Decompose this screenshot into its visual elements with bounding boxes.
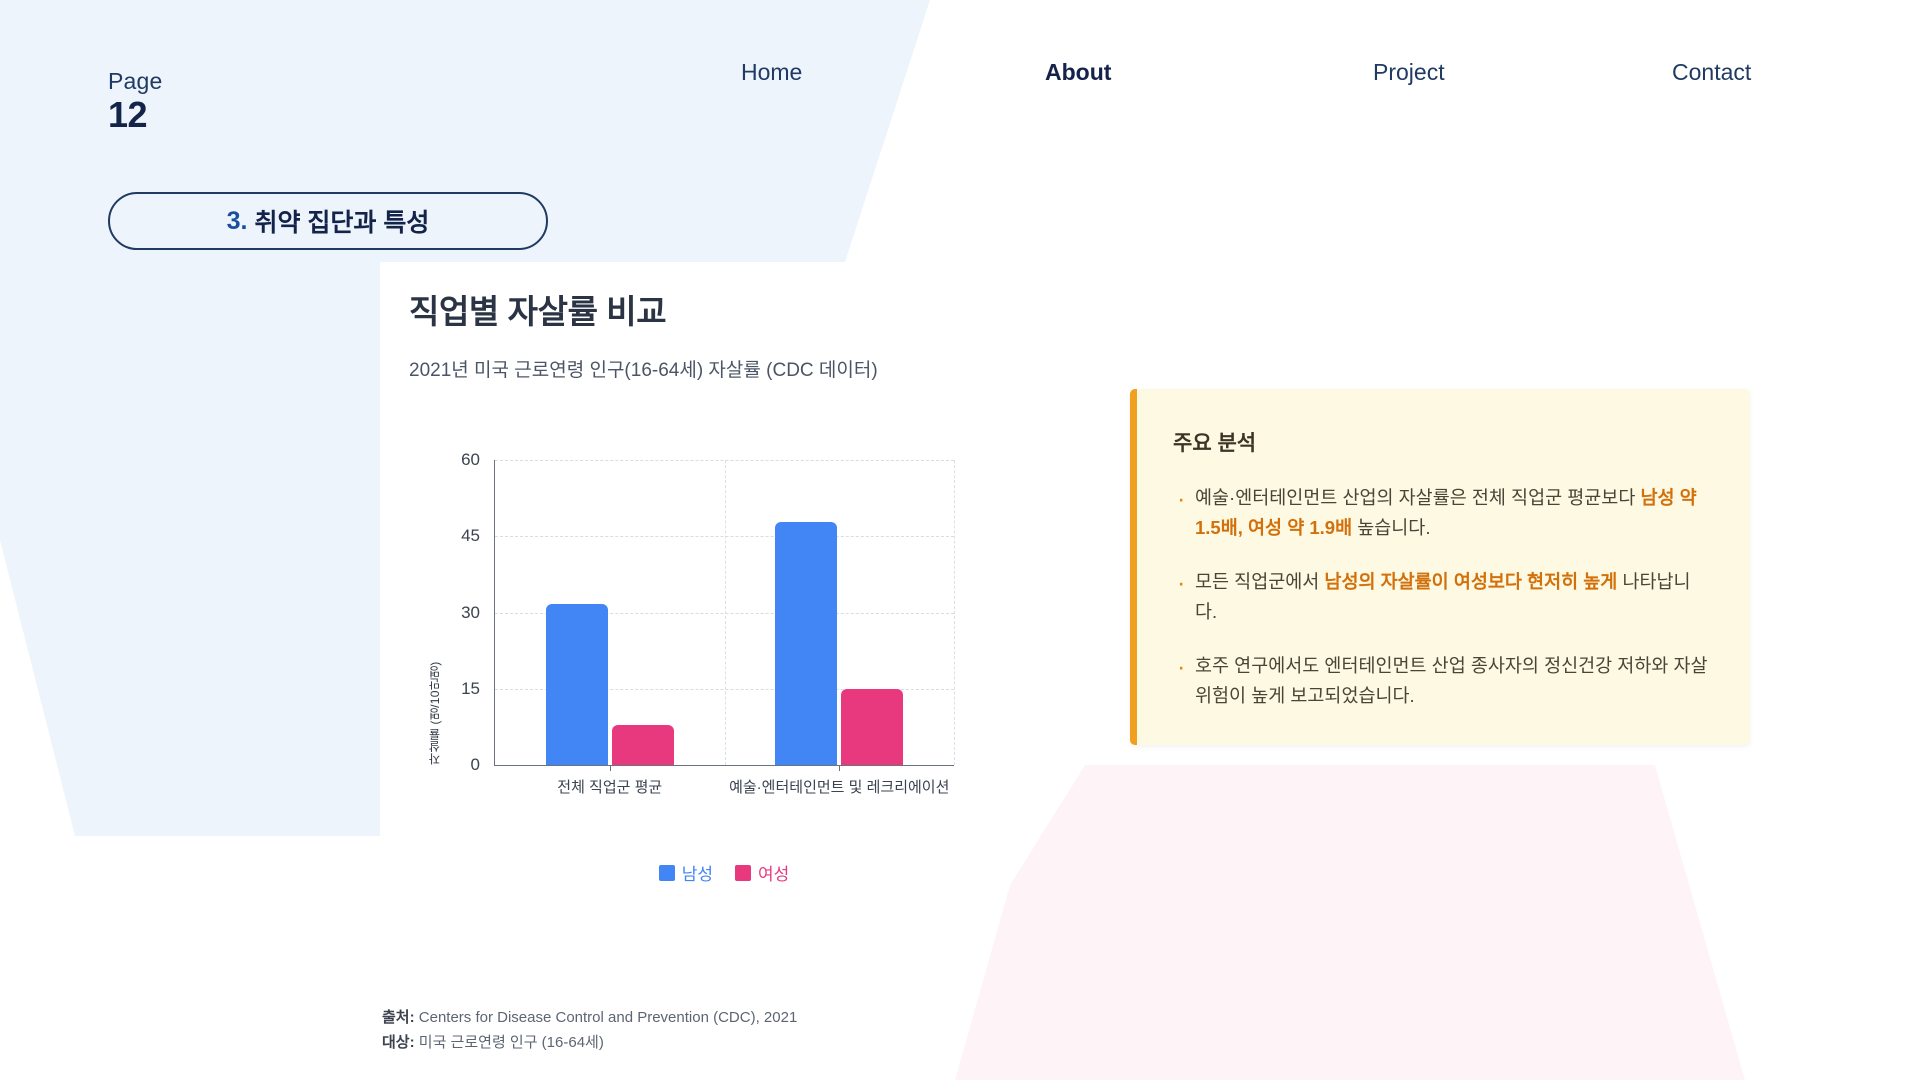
analysis-bullet: 모든 직업군에서 남성의 자살률이 여성보다 현저히 높게 나타납니다. [1173, 563, 1710, 627]
nav-item-contact[interactable]: Contact [1672, 58, 1752, 85]
x-tick [839, 765, 841, 771]
page-number: 12 [108, 94, 148, 136]
legend-label: 남성 [681, 865, 713, 884]
x-axis-label: 예술·엔터테인먼트 및 레크리에이션 [729, 779, 950, 796]
source-label: 출처: [382, 1009, 415, 1026]
legend-swatch-icon [735, 864, 751, 881]
legend-item-남성[interactable]: 남성 [658, 860, 713, 885]
page-indicator: Page 12 [108, 68, 163, 136]
legend-swatch-icon [658, 864, 675, 881]
chart-title: 직업별 자살률 비교 [409, 293, 667, 330]
section-badge: 3. 취약 집단과 특성 [108, 192, 548, 250]
y-tick-label: 15 [461, 678, 480, 698]
legend-item-여성[interactable]: 여성 [735, 860, 789, 885]
analysis-panel: 주요 분석 예술·엔터테인먼트 산업의 자살률은 전체 직업군 평균보다 남성 … [1130, 389, 1750, 745]
chart-section: 직업별 자살률 비교 2021년 미국 근로연령 인구(16-64세) 자살률 … [382, 285, 955, 1051]
y-tick-label: 30 [461, 602, 480, 622]
chart-subtitle: 2021년 미국 근로연령 인구(16-64세) 자살률 (CDC 데이터) [409, 360, 878, 381]
analysis-panel-title: 주요 분석 [1173, 432, 1257, 455]
y-axis-line [494, 460, 495, 765]
bullet-text: 모든 직업군에서 [1195, 570, 1325, 592]
plot-area [495, 460, 955, 765]
highlighted-text: 남성 약 1.5배, 여성 약 1.9배 [1195, 487, 1697, 538]
page-label: Page [108, 68, 163, 94]
source-value: Centers for Disease Control and Preventi… [418, 1009, 798, 1026]
nav-item-project[interactable]: Project [1373, 58, 1445, 85]
section-badge-number: 3. [226, 206, 248, 235]
bar-남성-전체 직업군 평균[interactable] [545, 603, 608, 765]
target-value: 미국 근로연령 인구 (16-64세) [418, 1033, 604, 1051]
analysis-bullet: 호주 연구에서도 엔터테인먼트 산업 종사자의 정신건강 저하와 자살 위험이 … [1173, 647, 1710, 711]
x-axis-label: 전체 직업군 평균 [557, 779, 663, 796]
bar-남성-예술·엔터테인먼트 및 레크리에이션[interactable] [775, 522, 838, 765]
chart-legend: 남성 여성 [494, 860, 954, 885]
nav-item-about[interactable]: About [1045, 58, 1112, 85]
highlighted-text: 남성의 자살률이 여성보다 현저히 높게 [1324, 570, 1618, 592]
x-axis-line [494, 765, 954, 766]
background-shape-pink [955, 765, 1745, 1080]
analysis-bullet: 예술·엔터테인먼트 산업의 자살률은 전체 직업군 평균보다 남성 약 1.5배… [1173, 479, 1710, 543]
bullet-text: 나타납니다. [1195, 570, 1691, 622]
legend-label: 여성 [758, 865, 790, 884]
vertical-gridline [954, 460, 955, 765]
bar-chart: 자살률 (명/10만명) 0 15 30 45 60 전체 직업군 평균 예술·엔터테인먼… [382, 450, 1024, 1051]
y-tick-label: 0 [470, 755, 480, 774]
bullet-text: 높습니다. [1352, 516, 1431, 538]
chart-source: 출처: Centers for Disease Control and Prev… [382, 1006, 797, 1056]
y-tick-label: 45 [461, 526, 480, 546]
x-tick [609, 765, 611, 771]
y-axis-ticks: 0 15 30 45 60 [442, 450, 488, 774]
analysis-bullet-list: 예술·엔터테인먼트 산업의 자살률은 전체 직업군 평균보다 남성 약 1.5배… [1173, 479, 1710, 711]
bar-여성-예술·엔터테인먼트 및 레크리에이션[interactable] [841, 688, 904, 765]
y-axis-label: 자살률 (명/10만명) [428, 661, 442, 765]
section-badge-text: 취약 집단과 특성 [254, 209, 430, 237]
bullet-text: 예술·엔터테인먼트 산업의 자살률은 전체 직업군 평균보다 [1195, 487, 1641, 508]
y-tick-label: 60 [461, 450, 480, 469]
bar-여성-전체 직업군 평균[interactable] [611, 724, 674, 765]
nav-item-home[interactable]: Home [741, 58, 803, 85]
target-label: 대상: [382, 1033, 415, 1051]
vertical-gridline [724, 460, 726, 765]
bullet-text: 호주 연구에서도 엔터테인먼트 산업 종사자의 정신건강 저하와 자살 위험이 … [1195, 654, 1708, 706]
